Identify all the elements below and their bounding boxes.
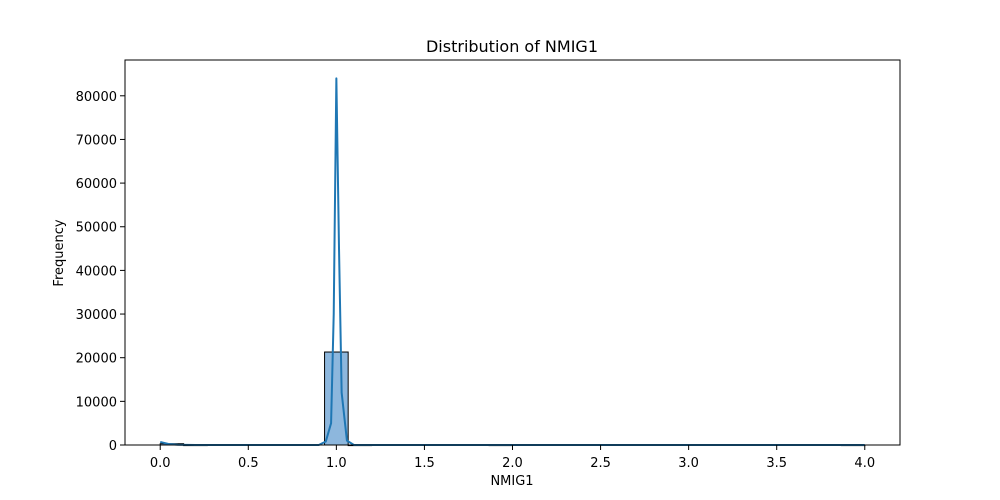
x-tick-label: 4.0: [854, 456, 875, 471]
x-axis-title: NMIG1: [490, 474, 533, 489]
x-tick-label: 0.5: [238, 456, 259, 471]
x-tick-label: 3.5: [766, 456, 787, 471]
y-tick-label: 70000: [76, 133, 117, 148]
x-tick-label: 2.5: [590, 456, 611, 471]
y-axis-title: Frequency: [52, 219, 67, 286]
x-tick-label: 2.0: [502, 456, 523, 471]
y-tick-label: 0: [109, 439, 117, 454]
y-tick-label: 10000: [76, 395, 117, 410]
x-tick-label: 0.0: [150, 456, 171, 471]
y-tick-label: 30000: [76, 308, 117, 323]
chart-title: Distribution of NMIG1: [426, 37, 598, 56]
y-tick-label: 20000: [76, 352, 117, 367]
y-tick-label: 40000: [76, 264, 117, 279]
x-tick-label: 1.5: [414, 456, 435, 471]
y-tick-label: 50000: [76, 221, 117, 236]
x-tick-label: 3.0: [678, 456, 699, 471]
x-axis-ticks: 0.0 0.5 1.0 1.5 2.0 2.5 3.0 3.5 4.0: [150, 445, 875, 471]
y-tick-label: 60000: [76, 177, 117, 192]
y-tick-label: 80000: [76, 90, 117, 105]
y-axis-ticks: 0 10000 20000 30000 40000 50000 60000 70000 8000…: [76, 90, 125, 454]
x-tick-label: 1.0: [326, 456, 347, 471]
